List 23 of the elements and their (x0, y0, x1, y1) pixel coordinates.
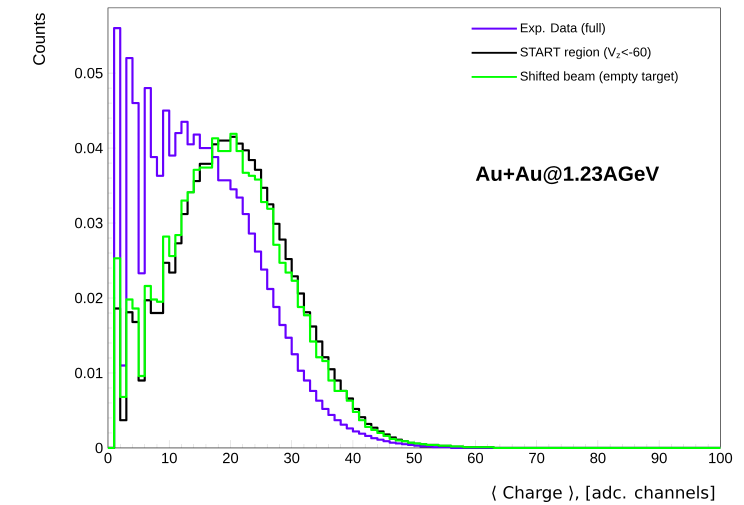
annotation: Au+Au@1.23AGeV (476, 166, 660, 184)
y-tick-label: 0 (96, 442, 103, 454)
x-tick-label: 100 (709, 452, 732, 464)
legend-label: Exp. Data (full) (520, 22, 605, 35)
x-tick-label: 70 (529, 452, 544, 464)
x-tick-label: 10 (162, 452, 177, 464)
x-tick-label: 50 (406, 452, 422, 464)
x-tick-label: 80 (590, 452, 606, 464)
y-tick-label: 0.05 (75, 68, 103, 78)
x-tick-label: 30 (284, 452, 300, 464)
x-tick-label: 60 (468, 452, 484, 464)
x-tick-label: 20 (222, 452, 238, 464)
legend-label: Shifted beam (empty target) (520, 71, 678, 84)
legend-label: START region (V$_{z}$<-60) (520, 47, 651, 60)
x-tick-label: 90 (652, 452, 667, 464)
y-tick-label: 0.04 (75, 142, 103, 154)
y-tick-label: 0.03 (75, 218, 103, 228)
y-tick-label: 0.02 (75, 292, 102, 304)
x-tick-label: 40 (345, 452, 361, 464)
x-axis-title: ⟨ Charge ⟩, [adc. channels] (492, 486, 714, 502)
x-tick-label: 0 (104, 452, 112, 464)
y-axis-title: Counts (33, 13, 46, 65)
y-tick-label: 0.01 (75, 368, 102, 378)
